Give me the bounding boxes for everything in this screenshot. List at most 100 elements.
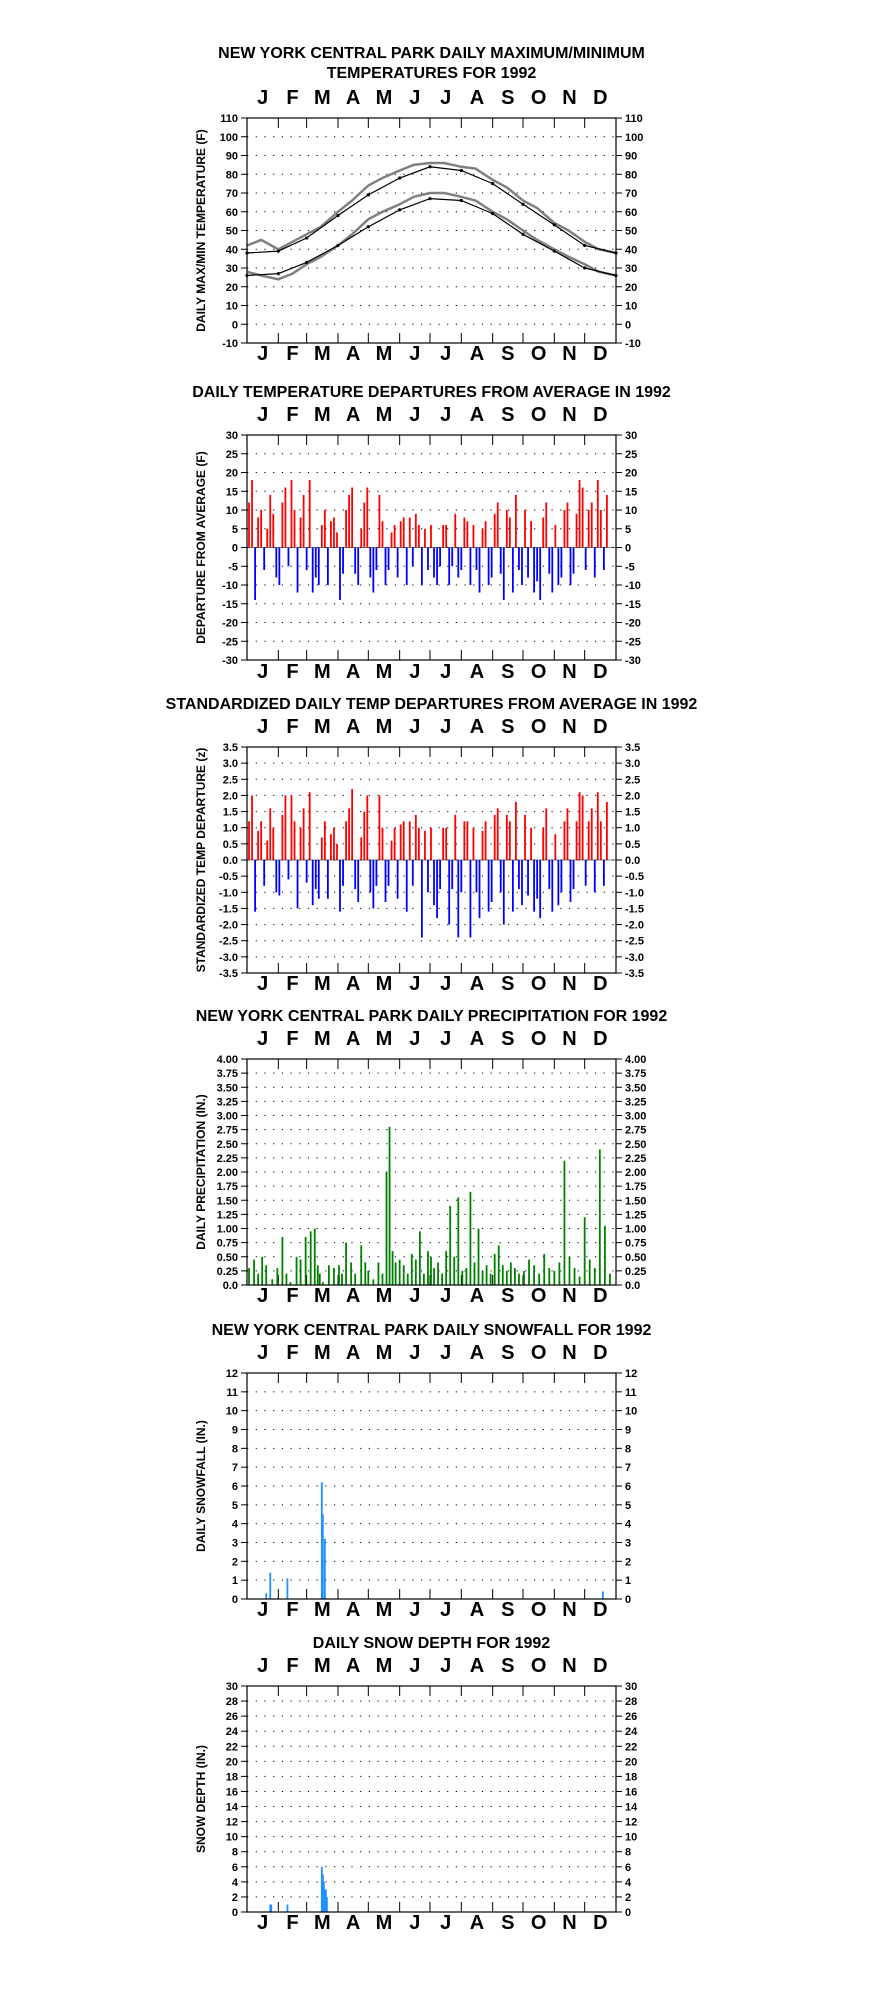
y-axis-label: DAILY MAX/MIN TEMPERATURE (F) xyxy=(194,129,208,331)
y-tick-label-right: -3.0 xyxy=(625,952,644,964)
y-tick-label-left: 110 xyxy=(220,113,238,125)
data-bar xyxy=(396,547,399,578)
y-tick-label-right: -0.5 xyxy=(625,871,644,883)
data-bar xyxy=(593,860,596,893)
data-bar xyxy=(357,860,360,902)
data-bar xyxy=(563,1160,566,1285)
y-tick-label-left: 30 xyxy=(226,263,238,275)
data-bar xyxy=(339,547,341,600)
month-label-top: J xyxy=(257,87,268,109)
month-label-top: N xyxy=(562,87,576,109)
month-label-bottom: O xyxy=(531,1285,547,1307)
month-label-bottom: D xyxy=(593,1599,607,1621)
data-bar xyxy=(545,502,548,548)
data-bar xyxy=(478,547,481,593)
month-label-bottom: M xyxy=(314,343,331,365)
data-bar xyxy=(430,827,432,860)
data-bar xyxy=(321,1514,324,1599)
month-label-bottom: N xyxy=(562,343,576,365)
data-bar xyxy=(560,547,563,578)
month-label-top: J xyxy=(409,404,420,426)
y-tick-label-right: 24 xyxy=(625,1726,638,1738)
data-bar xyxy=(451,547,454,567)
month-label-top: M xyxy=(376,716,393,738)
data-bar xyxy=(473,1262,476,1285)
month-label-top: J xyxy=(257,716,268,738)
data-bar xyxy=(330,834,332,860)
data-bar xyxy=(502,860,505,925)
month-label-bottom: O xyxy=(531,343,547,365)
data-bar xyxy=(350,1262,353,1285)
data-bar xyxy=(449,1205,452,1285)
y-tick-label-left: 0 xyxy=(232,319,238,331)
y-tick-label-left: -20 xyxy=(222,618,238,630)
data-bar xyxy=(511,547,514,593)
data-bar xyxy=(548,1268,551,1285)
data-bar xyxy=(445,827,448,860)
month-label-bottom: F xyxy=(286,661,298,683)
data-bar xyxy=(518,547,520,570)
data-bar xyxy=(281,502,284,548)
chart-snowfall: NEW YORK CENTRAL PARK DAILY SNOWFALL FOR… xyxy=(194,1322,651,1621)
y-tick-label-left: 0.0 xyxy=(223,855,238,867)
y-tick-label-left: 2 xyxy=(232,1892,238,1904)
plot-frame xyxy=(246,117,617,344)
y-tick-label-right: 0.0 xyxy=(625,855,640,867)
data-bar xyxy=(322,1881,325,1912)
y-tick-label-left: 60 xyxy=(226,207,238,219)
data-bar xyxy=(461,1270,464,1285)
y-tick-label-left: -0.5 xyxy=(219,871,238,883)
data-bar xyxy=(399,521,402,548)
data-bar xyxy=(348,808,351,860)
data-bar xyxy=(336,843,338,860)
series-point-normal_min xyxy=(552,249,556,253)
month-label-top: J xyxy=(440,716,451,738)
y-tick-label-right: 14 xyxy=(625,1802,638,1814)
y-tick-label-left: 2.5 xyxy=(223,774,238,786)
y-tick-label-left: 18 xyxy=(226,1771,238,1783)
y-tick-label-right: 26 xyxy=(625,1711,637,1723)
y-tick-label-right: 90 xyxy=(625,151,637,163)
data-bar xyxy=(326,860,329,899)
month-label-top: O xyxy=(531,1655,547,1677)
data-bar xyxy=(430,525,432,548)
y-tick-label-left: 2.50 xyxy=(217,1139,238,1151)
data-bar xyxy=(548,547,551,574)
month-label-top: A xyxy=(470,1342,484,1364)
data-bar xyxy=(406,1273,409,1285)
month-label-bottom: A xyxy=(470,1912,484,1934)
y-tick-label-right: 60 xyxy=(625,207,637,219)
data-bar xyxy=(509,1262,512,1285)
month-label-top: M xyxy=(314,716,331,738)
data-bar xyxy=(496,502,499,548)
month-label-bottom: M xyxy=(376,1285,393,1307)
month-label-bottom: J xyxy=(257,343,268,365)
y-tick-label-right: 20 xyxy=(625,1756,637,1768)
month-label-top: F xyxy=(286,404,298,426)
month-label-bottom: F xyxy=(286,1599,298,1621)
data-bar xyxy=(378,795,381,860)
y-tick-label-right: 2.5 xyxy=(625,774,640,786)
month-label-bottom: A xyxy=(470,1599,484,1621)
data-bar xyxy=(493,513,496,548)
data-bar xyxy=(278,547,281,585)
data-bar xyxy=(533,1265,536,1285)
y-tick-label-right: -30 xyxy=(625,655,641,667)
data-bar xyxy=(602,547,605,570)
data-bar xyxy=(284,487,287,548)
data-bar xyxy=(417,525,420,548)
y-tick-label-left: 4 xyxy=(232,1519,239,1531)
data-bar xyxy=(548,860,551,890)
data-bar xyxy=(351,487,354,548)
data-bar xyxy=(530,827,532,860)
data-bar xyxy=(299,517,302,548)
data-bar xyxy=(405,547,408,585)
y-tick-label-right: 12 xyxy=(625,1368,637,1380)
data-bar xyxy=(326,547,329,585)
data-bar xyxy=(320,1482,323,1599)
data-bar xyxy=(475,547,478,570)
data-bar xyxy=(599,510,602,548)
month-label-top: F xyxy=(286,87,298,109)
y-tick-label-left: 10 xyxy=(226,1832,238,1844)
series-point-normal_max xyxy=(491,182,495,186)
